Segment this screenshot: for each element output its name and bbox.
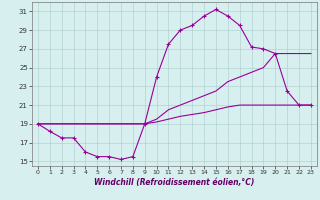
X-axis label: Windchill (Refroidissement éolien,°C): Windchill (Refroidissement éolien,°C)	[94, 178, 255, 187]
